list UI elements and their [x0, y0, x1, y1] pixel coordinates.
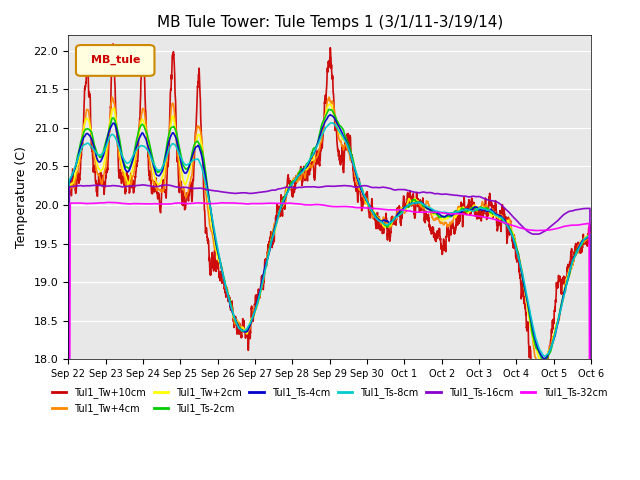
- Legend: Tul1_Tw+10cm, Tul1_Tw+4cm, Tul1_Tw+2cm, Tul1_Ts-2cm, Tul1_Ts-4cm, Tul1_Ts-8cm, T: Tul1_Tw+10cm, Tul1_Tw+4cm, Tul1_Tw+2cm, …: [48, 383, 611, 418]
- FancyBboxPatch shape: [76, 45, 154, 76]
- Y-axis label: Temperature (C): Temperature (C): [15, 146, 28, 248]
- Title: MB Tule Tower: Tule Temps 1 (3/1/11-3/19/14): MB Tule Tower: Tule Temps 1 (3/1/11-3/19…: [157, 15, 503, 30]
- Text: MB_tule: MB_tule: [90, 55, 140, 65]
